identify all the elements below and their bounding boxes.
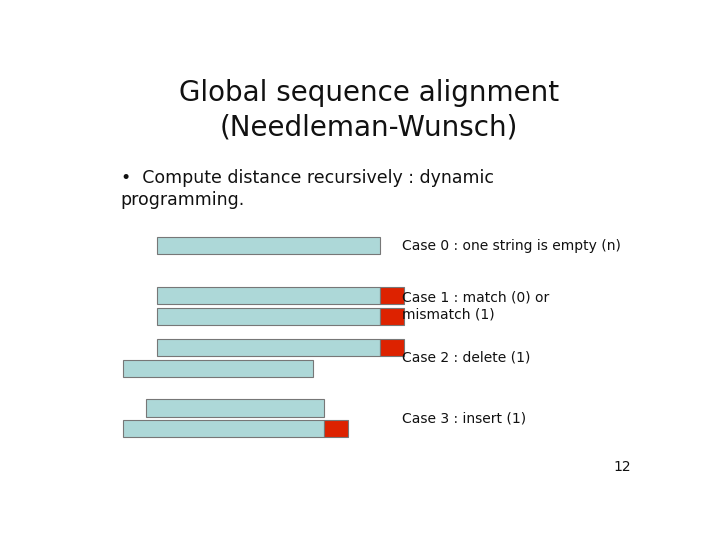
Text: Case 1 : match (0) or
mismatch (1): Case 1 : match (0) or mismatch (1) [402, 291, 550, 322]
FancyBboxPatch shape [380, 287, 404, 305]
FancyBboxPatch shape [124, 420, 324, 437]
FancyBboxPatch shape [324, 420, 348, 437]
Text: •  Compute distance recursively : dynamic
programming.: • Compute distance recursively : dynamic… [121, 168, 494, 209]
Text: Global sequence alignment
(Needleman-Wunsch): Global sequence alignment (Needleman-Wun… [179, 79, 559, 142]
Text: Case 3 : insert (1): Case 3 : insert (1) [402, 411, 526, 425]
FancyBboxPatch shape [380, 308, 404, 325]
FancyBboxPatch shape [157, 339, 380, 356]
Text: 12: 12 [613, 461, 631, 474]
FancyBboxPatch shape [157, 308, 380, 325]
FancyBboxPatch shape [157, 287, 380, 305]
FancyBboxPatch shape [145, 399, 324, 416]
FancyBboxPatch shape [157, 237, 380, 254]
Text: Case 0 : one string is empty (n): Case 0 : one string is empty (n) [402, 239, 621, 253]
FancyBboxPatch shape [124, 360, 313, 377]
Text: Case 2 : delete (1): Case 2 : delete (1) [402, 351, 531, 365]
FancyBboxPatch shape [380, 339, 404, 356]
